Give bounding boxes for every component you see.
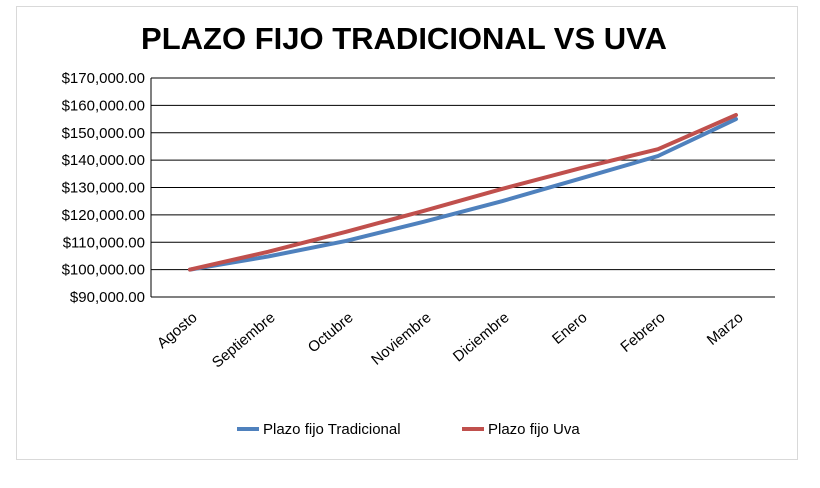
y-tick-label: $170,000.00 <box>62 70 145 87</box>
chart-title: PLAZO FIJO TRADICIONAL VS UVA <box>141 21 667 56</box>
x-tick-label: Diciembre <box>450 309 513 365</box>
legend-label: Plazo fijo Tradicional <box>263 421 401 438</box>
grid-layer <box>150 77 775 298</box>
y-axis-ticks: $90,000.00 $100,000.00 $110,000.00 $120,000… <box>62 70 145 306</box>
y-tick-label: $160,000.00 <box>62 97 145 114</box>
series-line <box>188 117 738 272</box>
y-tick-label: $140,000.00 <box>62 152 145 169</box>
legend: Plazo fijo Tradicional Plazo fijo Uva <box>237 421 580 438</box>
line-chart: PLAZO FIJO TRADICIONAL VS UVA $90,000.00… <box>62 21 775 438</box>
y-tick-label: $90,000.00 <box>70 289 145 306</box>
y-tick-label: $130,000.00 <box>62 180 145 197</box>
y-tick-label: $120,000.00 <box>62 207 145 224</box>
x-tick-label: Marzo <box>704 309 747 349</box>
series-layer <box>188 113 738 272</box>
x-tick-label: Octubre <box>305 309 357 356</box>
y-tick-label: $150,000.00 <box>62 125 145 142</box>
x-tick-label: Noviembre <box>368 309 434 369</box>
y-tick-label: $110,000.00 <box>63 234 145 251</box>
x-tick-label: Febrero <box>617 309 668 356</box>
legend-label: Plazo fijo Uva <box>488 421 580 438</box>
series-line <box>188 113 738 272</box>
x-axis-ticks: Agosto Septiembre Octubre Noviembre Diciembr… <box>154 309 747 371</box>
x-tick-label: Septiembre <box>209 309 279 371</box>
x-tick-label: Agosto <box>154 309 201 352</box>
y-tick-label: $100,000.00 <box>62 262 145 279</box>
chart-frame: PLAZO FIJO TRADICIONAL VS UVA $90,000.00… <box>16 6 798 460</box>
x-tick-label: Enero <box>549 309 591 348</box>
